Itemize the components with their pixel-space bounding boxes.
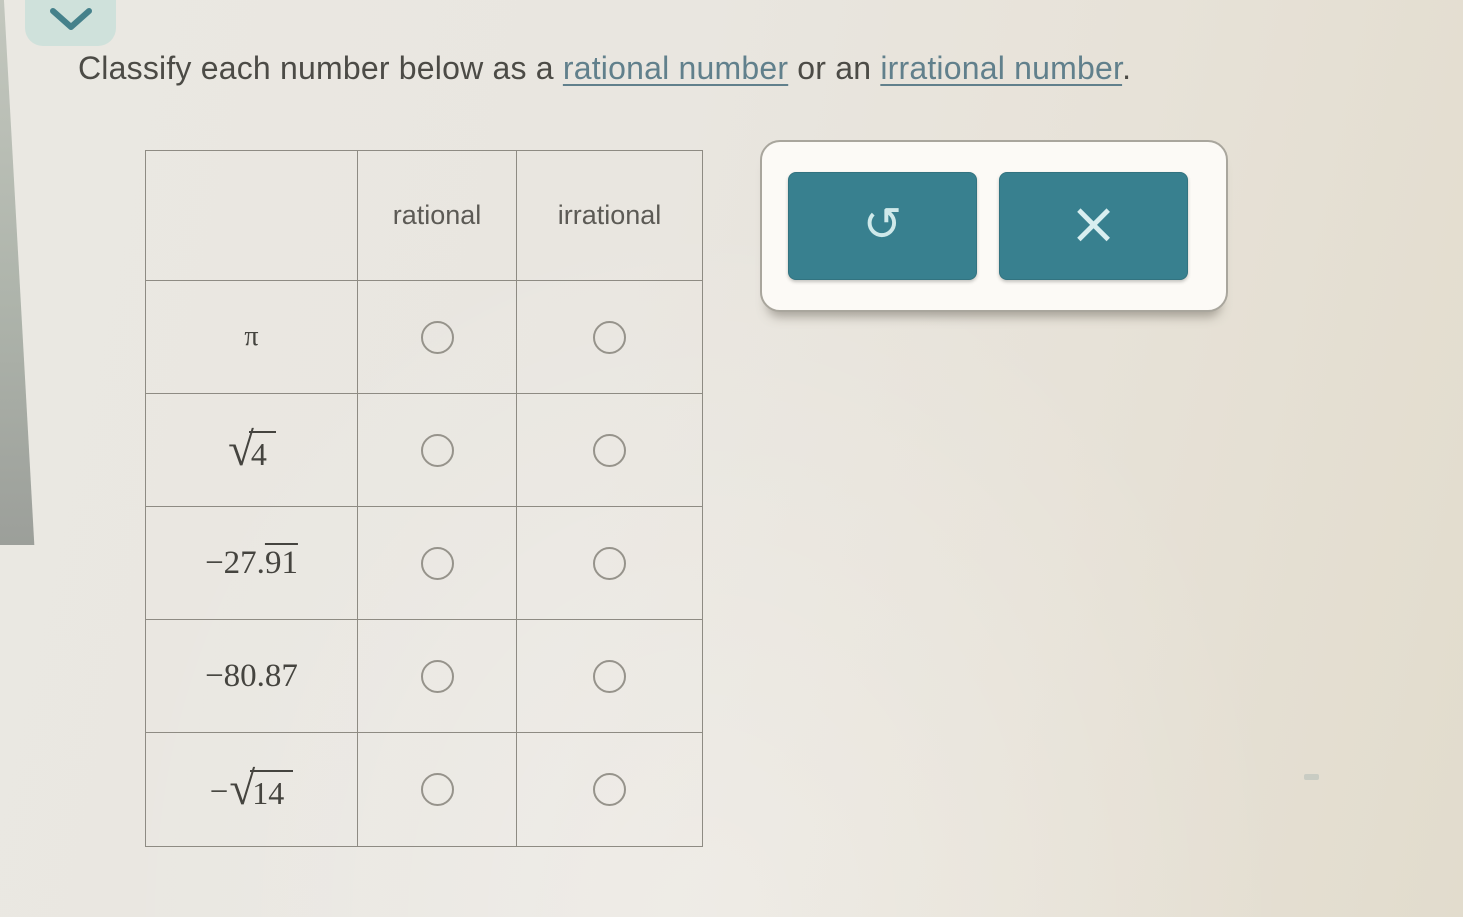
math-sign: − [209, 774, 229, 811]
rational-number-link[interactable]: rational number [562, 50, 789, 86]
screen-edge-shadow [0, 0, 35, 545]
prompt-text-end: . [1122, 50, 1132, 86]
undo-button[interactable]: ↺ [788, 172, 977, 280]
math-repeating-decimal: −27. 91 [205, 545, 298, 581]
stray-mark [1304, 774, 1319, 780]
radicand: 14 [250, 770, 294, 811]
radical-symbol: √ [229, 763, 256, 815]
math-neg-sqrt14: − √ 14 [209, 763, 294, 815]
radio-repeating-irrational[interactable] [593, 546, 626, 580]
radio-sqrt4-irrational[interactable] [593, 433, 626, 467]
table-corner-cell [146, 151, 358, 281]
cell-decimal-irrational [517, 620, 702, 733]
cell-pi-irrational [517, 281, 702, 394]
math-sqrt4: √ 4 [227, 423, 276, 476]
cell-repeating-irrational [517, 507, 702, 620]
row-label-neg-sqrt14: − √ 14 [146, 733, 358, 846]
column-header-irrational: irrational [517, 151, 702, 281]
row-label-decimal: −80.87 [146, 620, 358, 733]
radio-decimal-irrational[interactable] [593, 659, 626, 693]
math-decimal: −80.87 [205, 657, 298, 694]
prompt-text-start: Classify each number below as a [78, 50, 563, 86]
prompt-text-mid: or an [788, 50, 881, 86]
row-label-repeating-decimal: −27. 91 [146, 507, 358, 620]
row-label-sqrt4: √ 4 [146, 394, 358, 507]
answer-toolbar: ↺ × [760, 140, 1228, 312]
cell-sqrt4-rational [358, 394, 517, 507]
cell-repeating-rational [358, 507, 517, 620]
radio-repeating-rational[interactable] [420, 546, 454, 580]
classification-table: rational irrational π √ 4 −27. 91 [145, 150, 703, 847]
row-label-pi: π [146, 281, 358, 394]
cell-pi-rational [358, 281, 517, 394]
cell-neg-sqrt14-irrational [517, 733, 702, 846]
radical-symbol: √ [228, 423, 254, 476]
question-prompt: Classify each number below as a rational… [78, 50, 1131, 87]
repeating-digits: 91 [264, 544, 298, 581]
chevron-down-icon [45, 7, 97, 38]
clear-icon: × [1069, 189, 1118, 257]
collapse-question-button[interactable] [25, 0, 116, 46]
cell-sqrt4-irrational [517, 394, 702, 507]
undo-icon: ↺ [862, 196, 903, 252]
column-header-rational: rational [358, 151, 517, 281]
radio-decimal-rational[interactable] [420, 659, 454, 693]
radicand: 4 [248, 430, 276, 472]
cell-neg-sqrt14-rational [358, 733, 517, 846]
radio-neg-sqrt14-irrational[interactable] [593, 773, 626, 806]
radio-sqrt4-rational[interactable] [420, 433, 454, 467]
decimal-prefix: −27. [205, 544, 265, 581]
cell-decimal-rational [358, 620, 517, 733]
radio-pi-irrational[interactable] [593, 320, 626, 354]
radio-pi-rational[interactable] [420, 320, 454, 354]
math-pi: π [244, 320, 259, 352]
irrational-number-link[interactable]: irrational number [880, 50, 1123, 86]
clear-button[interactable]: × [999, 172, 1188, 280]
radio-neg-sqrt14-rational[interactable] [420, 773, 454, 806]
